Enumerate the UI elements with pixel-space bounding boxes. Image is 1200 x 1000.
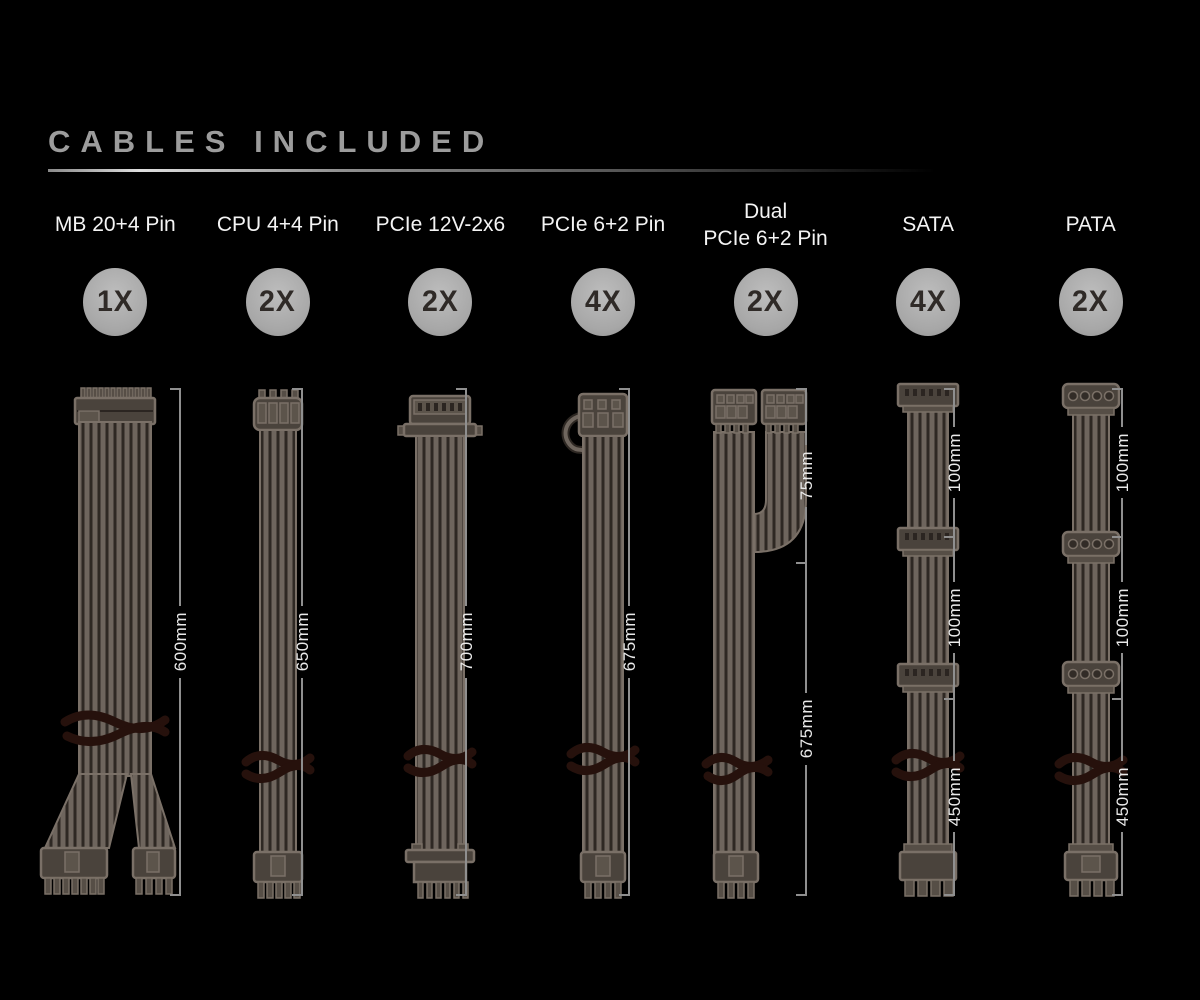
cable-area: 75mm 675mm: [684, 382, 847, 902]
quantity-text: 2X: [259, 285, 297, 318]
quantity-badge: 2X: [1058, 268, 1123, 336]
cable-type-label: MB 20+4 Pin: [54, 213, 176, 237]
quantity-badge: 2X: [408, 268, 473, 336]
cable-column-pcie-12v2x6: PCIe 12V-2x6 2X: [359, 196, 522, 902]
quantity-badge: 4X: [896, 268, 961, 336]
bracket-tick: [1111, 388, 1123, 390]
bracket-tick: [170, 388, 182, 390]
quantity-badge: 4X: [570, 268, 635, 336]
bracket-tick: [944, 388, 956, 390]
cable-illustration-pata-icon: [1054, 382, 1128, 897]
cable-length-label: 75mm: [796, 451, 816, 501]
bracket-tick: [944, 697, 956, 700]
cable-length-label: 650mm: [292, 612, 312, 672]
cable-type-label: PATA: [1065, 213, 1116, 237]
quantity-text: 4X: [909, 285, 947, 318]
cable-length-label: 675mm: [796, 699, 816, 759]
cable-illustration-cpu-4-4-icon: [241, 389, 315, 899]
quantity-text: 2X: [747, 285, 784, 318]
cable-illustration-dual-pcie-icon: [701, 388, 807, 899]
bracket-tick: [291, 388, 303, 390]
bracket-tick: [944, 894, 956, 896]
bracket-tick: [618, 894, 630, 896]
measurement-bracket: 100mm 100mm 450mm: [943, 388, 964, 896]
cable-area: 675mm: [522, 382, 685, 902]
bracket-tick: [1111, 894, 1123, 896]
quantity-badge: 2X: [733, 268, 798, 336]
bracket-tick: [618, 388, 630, 390]
quantity-text: 1X: [96, 285, 134, 318]
cable-length-label: 100mm: [1112, 433, 1132, 493]
cable-area: 700mm: [359, 382, 522, 902]
cable-type-label: CPU 4+4 Pin: [216, 213, 339, 237]
cable-length-label: 700mm: [457, 612, 477, 672]
measurement-bracket: 700mm: [455, 388, 476, 896]
cable-column-cpu: CPU 4+4 Pin 2X 650mm: [197, 196, 360, 902]
cable-length-label: 675mm: [619, 612, 639, 672]
cable-length-label: 100mm: [945, 433, 965, 493]
measurement-bracket: 650mm: [291, 388, 312, 896]
cable-type-label: Dual PCIe 6+2 Pin: [703, 199, 828, 250]
cable-illustration-pcie-12v-2x6-icon: [397, 394, 484, 899]
quantity-badge: 2X: [245, 268, 310, 336]
cable-column-pcie-6-2: PCIe 6+2 Pin 4X 67: [522, 196, 685, 902]
cable-area: 650mm: [197, 382, 360, 902]
cable-column-dual-pcie: Dual PCIe 6+2 Pin 2X: [684, 196, 847, 902]
bracket-tick: [795, 562, 807, 565]
bracket-tick: [795, 894, 807, 896]
bracket-tick: [944, 535, 956, 538]
cable-illustration-mb-20-4-icon: [40, 387, 177, 895]
bracket-tick: [795, 388, 807, 390]
cable-illustration-sata-icon: [891, 382, 965, 897]
bracket-tick: [1111, 535, 1123, 538]
page-title: CABLES INCLUDED: [48, 124, 495, 159]
cable-column-sata: SATA 4X: [847, 196, 1010, 902]
quantity-text: 2X: [422, 285, 459, 318]
cable-columns: MB 20+4 Pin 1X: [0, 196, 1200, 902]
cable-column-mb: MB 20+4 Pin 1X: [34, 196, 197, 902]
cable-type-label: PCIe 12V-2x6: [375, 213, 506, 237]
measurement-bracket: 100mm 100mm 450mm: [1111, 388, 1132, 896]
cable-length-label: 450mm: [1112, 767, 1132, 827]
cable-type-label: PCIe 6+2 Pin: [540, 213, 666, 237]
cable-length-label: 450mm: [945, 767, 965, 827]
bracket-tick: [1111, 697, 1123, 700]
cable-length-label: 100mm: [1112, 588, 1132, 648]
quantity-text: 2X: [1072, 285, 1110, 318]
measurement-bracket: 600mm: [169, 388, 190, 896]
bracket-tick: [456, 894, 468, 896]
bracket-tick: [170, 894, 182, 896]
measurement-bracket: 75mm 675mm: [795, 388, 816, 896]
title-divider-line: [48, 169, 963, 172]
quantity-badge: 1X: [83, 268, 148, 336]
measurement-bracket: 675mm: [618, 388, 639, 896]
bracket-tick: [291, 894, 303, 896]
cable-type-label: SATA: [902, 213, 954, 237]
cable-length-label: 600mm: [171, 612, 191, 672]
bracket-tick: [456, 388, 468, 390]
cable-area: 100mm 100mm 450mm: [1009, 382, 1172, 902]
cable-area: 600mm: [34, 382, 197, 902]
cable-illustration-pcie-6-2-icon: [561, 392, 640, 899]
quantity-text: 4X: [584, 285, 622, 318]
cable-column-pata: PATA 2X: [1009, 196, 1172, 902]
cable-length-label: 100mm: [945, 588, 965, 648]
cable-area: 100mm 100mm 450mm: [847, 382, 1010, 902]
